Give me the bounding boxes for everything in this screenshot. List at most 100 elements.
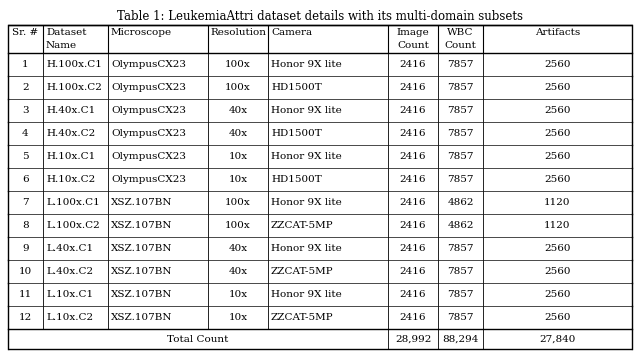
Text: 100x: 100x bbox=[225, 60, 251, 69]
Text: L.100x.C1: L.100x.C1 bbox=[46, 198, 100, 207]
Text: H.10x.C2: H.10x.C2 bbox=[46, 175, 95, 184]
Text: 2560: 2560 bbox=[544, 83, 571, 92]
Text: 88,294: 88,294 bbox=[442, 334, 479, 343]
Text: 2416: 2416 bbox=[400, 83, 426, 92]
Text: L.100x.C2: L.100x.C2 bbox=[46, 221, 100, 230]
Text: 9: 9 bbox=[22, 244, 29, 253]
Text: Honor 9X lite: Honor 9X lite bbox=[271, 106, 342, 115]
Text: XSZ.107BN: XSZ.107BN bbox=[111, 290, 173, 299]
Text: L.10x.C2: L.10x.C2 bbox=[46, 313, 93, 322]
Text: 7857: 7857 bbox=[447, 267, 474, 276]
Text: XSZ.107BN: XSZ.107BN bbox=[111, 313, 173, 322]
Text: 7857: 7857 bbox=[447, 106, 474, 115]
Text: OlympusCX23: OlympusCX23 bbox=[111, 129, 186, 138]
Text: 1120: 1120 bbox=[544, 198, 571, 207]
Text: 4862: 4862 bbox=[447, 221, 474, 230]
Text: 4: 4 bbox=[22, 129, 29, 138]
Text: 40x: 40x bbox=[228, 106, 248, 115]
Text: 7857: 7857 bbox=[447, 175, 474, 184]
Text: 28,992: 28,992 bbox=[395, 334, 431, 343]
Text: H.100x.C2: H.100x.C2 bbox=[46, 83, 102, 92]
Text: Table 1: LeukemiaAttri dataset details with its multi-domain subsets: Table 1: LeukemiaAttri dataset details w… bbox=[117, 10, 523, 23]
Text: 7857: 7857 bbox=[447, 129, 474, 138]
Text: 7857: 7857 bbox=[447, 290, 474, 299]
Text: OlympusCX23: OlympusCX23 bbox=[111, 83, 186, 92]
Text: L.40x.C2: L.40x.C2 bbox=[46, 267, 93, 276]
Text: Artifacts: Artifacts bbox=[535, 28, 580, 37]
Text: XSZ.107BN: XSZ.107BN bbox=[111, 244, 173, 253]
Text: 7857: 7857 bbox=[447, 152, 474, 161]
Text: 1: 1 bbox=[22, 60, 29, 69]
Text: 11: 11 bbox=[19, 290, 32, 299]
Text: Name: Name bbox=[46, 41, 77, 50]
Text: Count: Count bbox=[397, 41, 429, 50]
Text: 7857: 7857 bbox=[447, 83, 474, 92]
Text: 2560: 2560 bbox=[544, 106, 571, 115]
Text: 27,840: 27,840 bbox=[540, 334, 576, 343]
Text: 100x: 100x bbox=[225, 198, 251, 207]
Text: H.10x.C1: H.10x.C1 bbox=[46, 152, 95, 161]
Text: 7857: 7857 bbox=[447, 313, 474, 322]
Text: 2416: 2416 bbox=[400, 129, 426, 138]
Text: 10: 10 bbox=[19, 267, 32, 276]
Text: 8: 8 bbox=[22, 221, 29, 230]
Text: 2416: 2416 bbox=[400, 175, 426, 184]
Text: Count: Count bbox=[445, 41, 476, 50]
Text: 2416: 2416 bbox=[400, 290, 426, 299]
Text: Honor 9X lite: Honor 9X lite bbox=[271, 198, 342, 207]
Text: ZZCAT-5MP: ZZCAT-5MP bbox=[271, 267, 333, 276]
Text: Honor 9X lite: Honor 9X lite bbox=[271, 60, 342, 69]
Text: ZZCAT-5MP: ZZCAT-5MP bbox=[271, 221, 333, 230]
Text: L.40x.C1: L.40x.C1 bbox=[46, 244, 93, 253]
Text: 6: 6 bbox=[22, 175, 29, 184]
Text: 2560: 2560 bbox=[544, 290, 571, 299]
Text: Honor 9X lite: Honor 9X lite bbox=[271, 290, 342, 299]
Text: H.40x.C2: H.40x.C2 bbox=[46, 129, 95, 138]
Text: 5: 5 bbox=[22, 152, 29, 161]
Text: 2560: 2560 bbox=[544, 313, 571, 322]
Text: H.40x.C1: H.40x.C1 bbox=[46, 106, 95, 115]
Text: 100x: 100x bbox=[225, 83, 251, 92]
Text: 2416: 2416 bbox=[400, 152, 426, 161]
Text: H.100x.C1: H.100x.C1 bbox=[46, 60, 102, 69]
Text: 2560: 2560 bbox=[544, 60, 571, 69]
Text: 2: 2 bbox=[22, 83, 29, 92]
Text: Dataset: Dataset bbox=[46, 28, 86, 37]
Text: 10x: 10x bbox=[228, 175, 248, 184]
Text: 2560: 2560 bbox=[544, 152, 571, 161]
Text: 2416: 2416 bbox=[400, 198, 426, 207]
Text: 7: 7 bbox=[22, 198, 29, 207]
Text: OlympusCX23: OlympusCX23 bbox=[111, 106, 186, 115]
Text: 2416: 2416 bbox=[400, 60, 426, 69]
Text: WBC: WBC bbox=[447, 28, 474, 37]
Text: 4862: 4862 bbox=[447, 198, 474, 207]
Text: 40x: 40x bbox=[228, 244, 248, 253]
Text: 2416: 2416 bbox=[400, 244, 426, 253]
Text: 7857: 7857 bbox=[447, 60, 474, 69]
Text: XSZ.107BN: XSZ.107BN bbox=[111, 267, 173, 276]
Text: 3: 3 bbox=[22, 106, 29, 115]
Text: 10x: 10x bbox=[228, 290, 248, 299]
Text: 2416: 2416 bbox=[400, 267, 426, 276]
Text: Resolution: Resolution bbox=[210, 28, 266, 37]
Text: 40x: 40x bbox=[228, 129, 248, 138]
Text: Sr. #: Sr. # bbox=[12, 28, 38, 37]
Text: 7857: 7857 bbox=[447, 244, 474, 253]
Text: 1120: 1120 bbox=[544, 221, 571, 230]
Text: Image: Image bbox=[397, 28, 429, 37]
Text: 10x: 10x bbox=[228, 313, 248, 322]
Text: OlympusCX23: OlympusCX23 bbox=[111, 60, 186, 69]
Text: L.10x.C1: L.10x.C1 bbox=[46, 290, 93, 299]
Text: OlympusCX23: OlympusCX23 bbox=[111, 152, 186, 161]
Text: 2560: 2560 bbox=[544, 267, 571, 276]
Text: 2560: 2560 bbox=[544, 244, 571, 253]
Text: 100x: 100x bbox=[225, 221, 251, 230]
Text: XSZ.107BN: XSZ.107BN bbox=[111, 221, 173, 230]
Text: HD1500T: HD1500T bbox=[271, 129, 322, 138]
Text: XSZ.107BN: XSZ.107BN bbox=[111, 198, 173, 207]
Text: 2416: 2416 bbox=[400, 313, 426, 322]
Text: Total Count: Total Count bbox=[167, 334, 228, 343]
Text: HD1500T: HD1500T bbox=[271, 175, 322, 184]
Text: 2560: 2560 bbox=[544, 129, 571, 138]
Text: ZZCAT-5MP: ZZCAT-5MP bbox=[271, 313, 333, 322]
